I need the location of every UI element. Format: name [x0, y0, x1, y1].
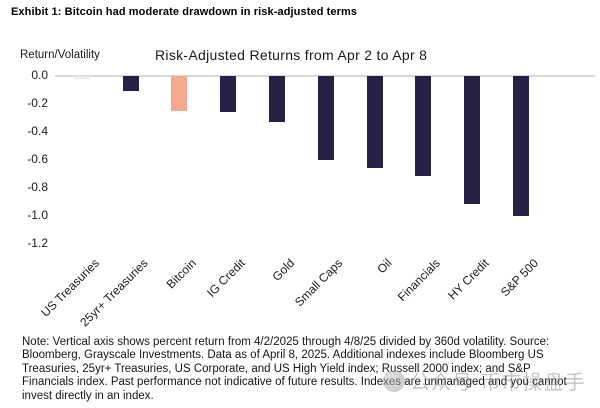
y-tick-label: -0.2: [27, 96, 48, 110]
bar-small-caps: [317, 75, 334, 160]
x-label-small-caps: Small Caps: [292, 256, 346, 310]
bar-gold: [268, 75, 285, 122]
bar-hy-credit: [464, 75, 481, 205]
footnote: Note: Vertical axis shows percent return…: [22, 336, 597, 403]
bar-s-p-500: [512, 75, 529, 216]
x-label-oil: Oil: [374, 256, 395, 277]
bar-25yr-treasuries: [122, 75, 139, 91]
x-label-gold: Gold: [268, 256, 297, 284]
footnote-line: Bloomberg, Grayscale Investments. Data a…: [22, 349, 544, 362]
bar-bitcoin: [171, 75, 188, 111]
footnote-line: invest directly in an index.: [22, 389, 154, 402]
x-label-hy-credit: HY Credit: [445, 256, 493, 303]
y-axis-label: Return/Volatility: [20, 49, 100, 61]
x-label-financials: Financials: [395, 256, 444, 305]
x-label-s-p-500: S&P 500: [497, 256, 541, 300]
footnote-line: Note: Vertical axis shows percent return…: [22, 336, 550, 348]
y-tick-label: 0.0: [31, 68, 48, 82]
bar-ig-credit: [220, 75, 237, 112]
y-tick-label: -0.6: [27, 152, 48, 166]
y-tick-label: -0.4: [27, 124, 48, 138]
bar-financials: [415, 75, 432, 177]
footnote-line: Treasuries, 25yr+ Treasuries, US Corpora…: [22, 362, 531, 375]
x-label-bitcoin: Bitcoin: [163, 256, 200, 292]
y-tick-label: -0.8: [27, 180, 48, 194]
x-label-ig-credit: IG Credit: [204, 256, 249, 300]
footnote-line: Financials index. Past performance not i…: [22, 376, 567, 389]
bar-us-treasuries: [73, 75, 90, 79]
y-tick-label: -1.2: [27, 236, 48, 250]
bar-oil: [366, 75, 383, 168]
y-tick-label: -1.0: [27, 208, 48, 222]
chart-title: Risk-Adjusted Returns from Apr 2 to Apr …: [155, 47, 428, 63]
exhibit-title: Exhibit 1: Bitcoin had moderate drawdown…: [11, 6, 358, 18]
